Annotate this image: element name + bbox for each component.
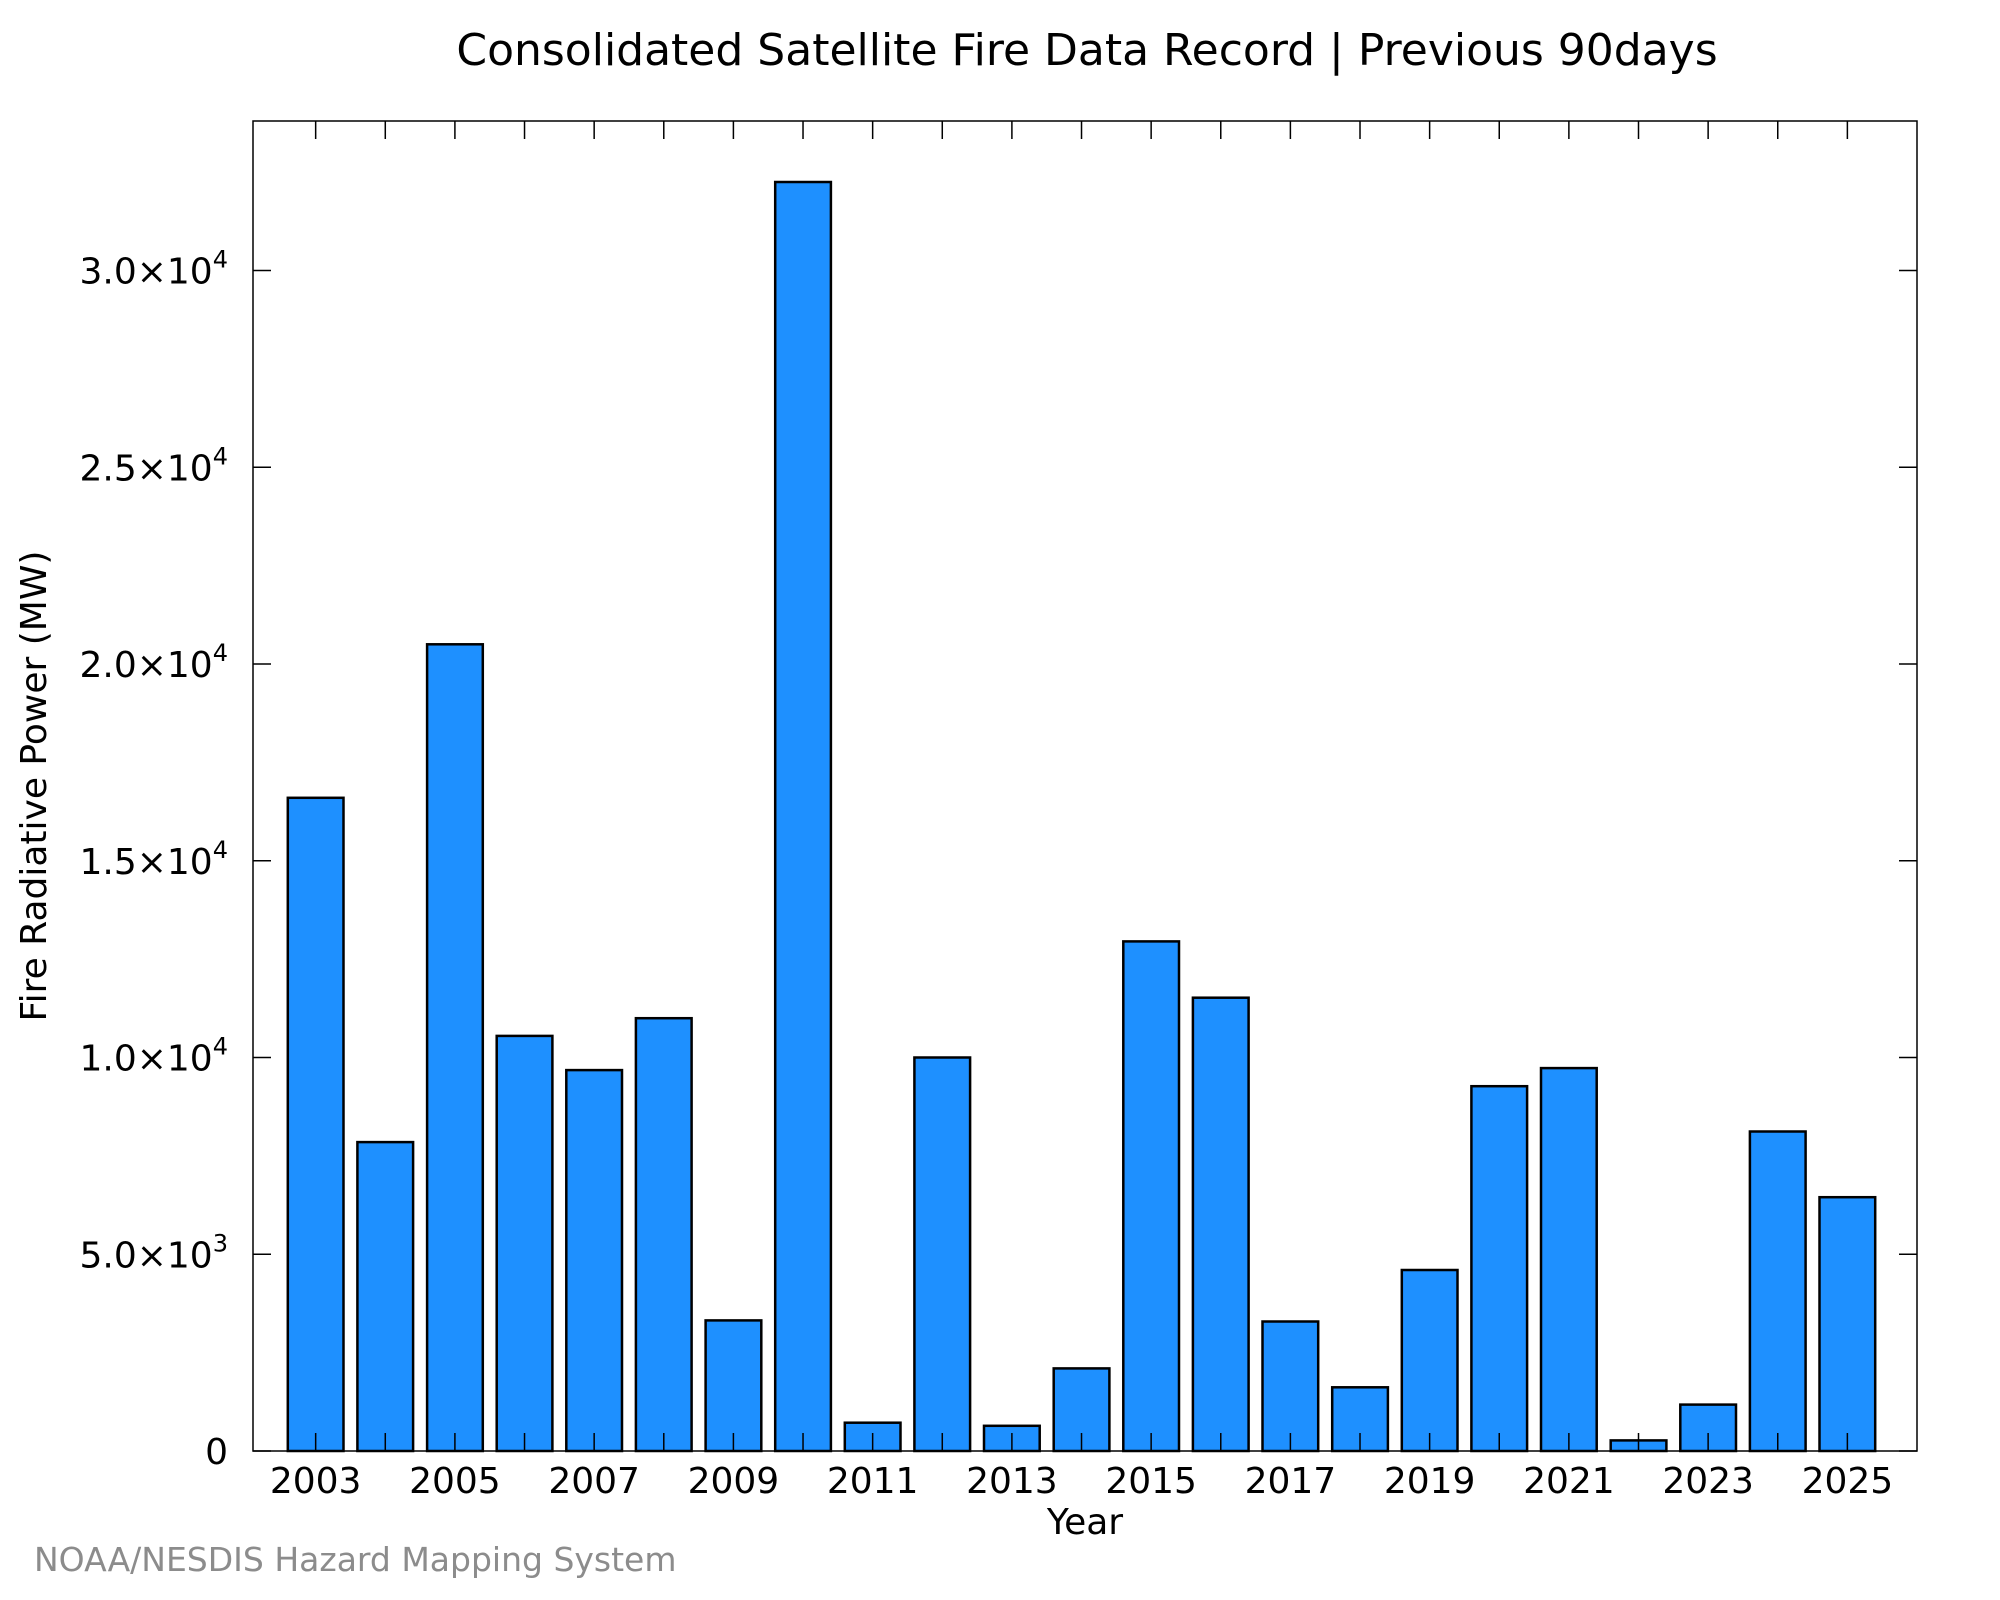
bar-2012 [913,1056,972,1453]
bars-group [286,180,1877,1453]
bar-2024 [1748,1130,1807,1453]
x-tick-label: 2003 [270,1461,362,1502]
y-tick-label: 1.5×104 [79,836,228,883]
bar-2008 [634,1016,693,1453]
y-tick-label: 2.5×104 [79,442,228,489]
x-tick-label: 2015 [1105,1461,1197,1502]
bar-2007 [565,1068,624,1453]
bar-2006 [495,1034,554,1453]
x-tick-label: 2011 [827,1461,919,1502]
x-axis-label: Year [1046,1502,1123,1543]
bar-2005 [425,643,485,1453]
bar-2016 [1191,996,1250,1453]
y-axis-label: Fire Radiative Power (MW) [14,551,55,1022]
bar-2025 [1818,1195,1877,1453]
x-tick-label: 2017 [1245,1461,1337,1502]
x-axis-ticks: 2003 2005 2007 2009 2011 2013 2015 2017 2019 2021… [270,121,1893,1502]
x-tick-label: 2007 [548,1461,640,1502]
bar-2020 [1470,1084,1529,1453]
y-axis-ticks: 0 5.0×103 1.0×104 1.5×104 2.0×104 2.5×104 3.0×… [79,246,1917,1473]
x-tick-label: 2025 [1802,1461,1894,1502]
x-tick-label: 2023 [1662,1461,1754,1502]
y-tick-label: 5.0×103 [79,1229,228,1276]
x-tick-label: 2013 [966,1461,1058,1502]
x-tick-label: 2005 [409,1461,501,1502]
bar-2015 [1122,940,1181,1453]
bar-2009 [704,1319,763,1453]
plot-frame [252,120,1918,1452]
source-credit: NOAA/NESDIS Hazard Mapping System [34,1540,677,1579]
chart-title: Consolidated Satellite Fire Data Record … [456,25,1717,76]
bar-2003 [286,796,345,1453]
bar-2021 [1539,1066,1598,1453]
y-tick-label: 0 [205,1432,228,1473]
bar-2004 [356,1140,415,1453]
x-tick-label: 2009 [688,1461,780,1502]
x-tick-label: 2021 [1523,1461,1615,1502]
y-tick-label: 1.0×104 [79,1033,228,1080]
y-tick-label: 2.0×104 [79,639,228,686]
y-tick-label: 3.0×104 [79,246,228,293]
x-tick-label: 2019 [1384,1461,1476,1502]
bar-2019 [1400,1268,1459,1453]
bar-2017 [1261,1320,1320,1453]
bar-2010 [773,180,833,1453]
